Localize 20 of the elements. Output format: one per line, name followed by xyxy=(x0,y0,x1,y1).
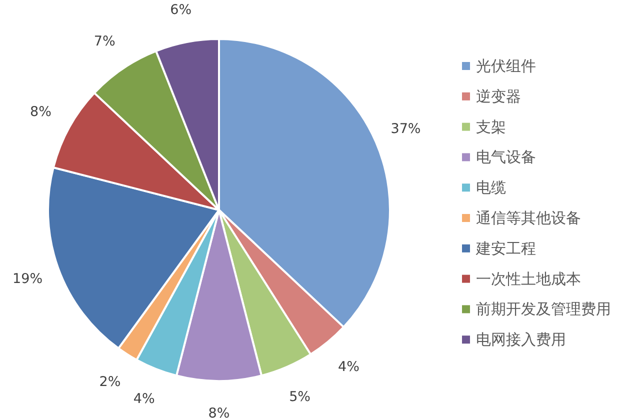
data-label: 2% xyxy=(99,374,121,390)
data-label: 37% xyxy=(390,121,421,138)
legend-label: 支架 xyxy=(476,118,506,136)
data-label: 5% xyxy=(289,388,311,405)
data-label: 6% xyxy=(170,2,192,18)
data-label: 7% xyxy=(94,34,116,50)
legend-label: 电缆 xyxy=(476,178,506,197)
data-label: 8% xyxy=(30,104,52,120)
legend-label: 通信等其他设备 xyxy=(476,209,581,227)
legend-label: 光伏组件 xyxy=(476,57,536,75)
data-label: 4% xyxy=(133,391,155,408)
data-label: 19% xyxy=(12,270,43,287)
legend-label: 一次性土地成本 xyxy=(476,270,581,288)
data-label: 8% xyxy=(208,405,230,418)
legend-label: 建安工程 xyxy=(475,239,536,258)
legend-label: 电气设备 xyxy=(476,148,536,166)
legend-label: 逆变器 xyxy=(476,87,521,106)
legend-label: 电网接入费用 xyxy=(476,330,566,349)
legend-label: 前期开发及管理费用 xyxy=(476,300,611,318)
data-label: 4% xyxy=(338,358,360,375)
